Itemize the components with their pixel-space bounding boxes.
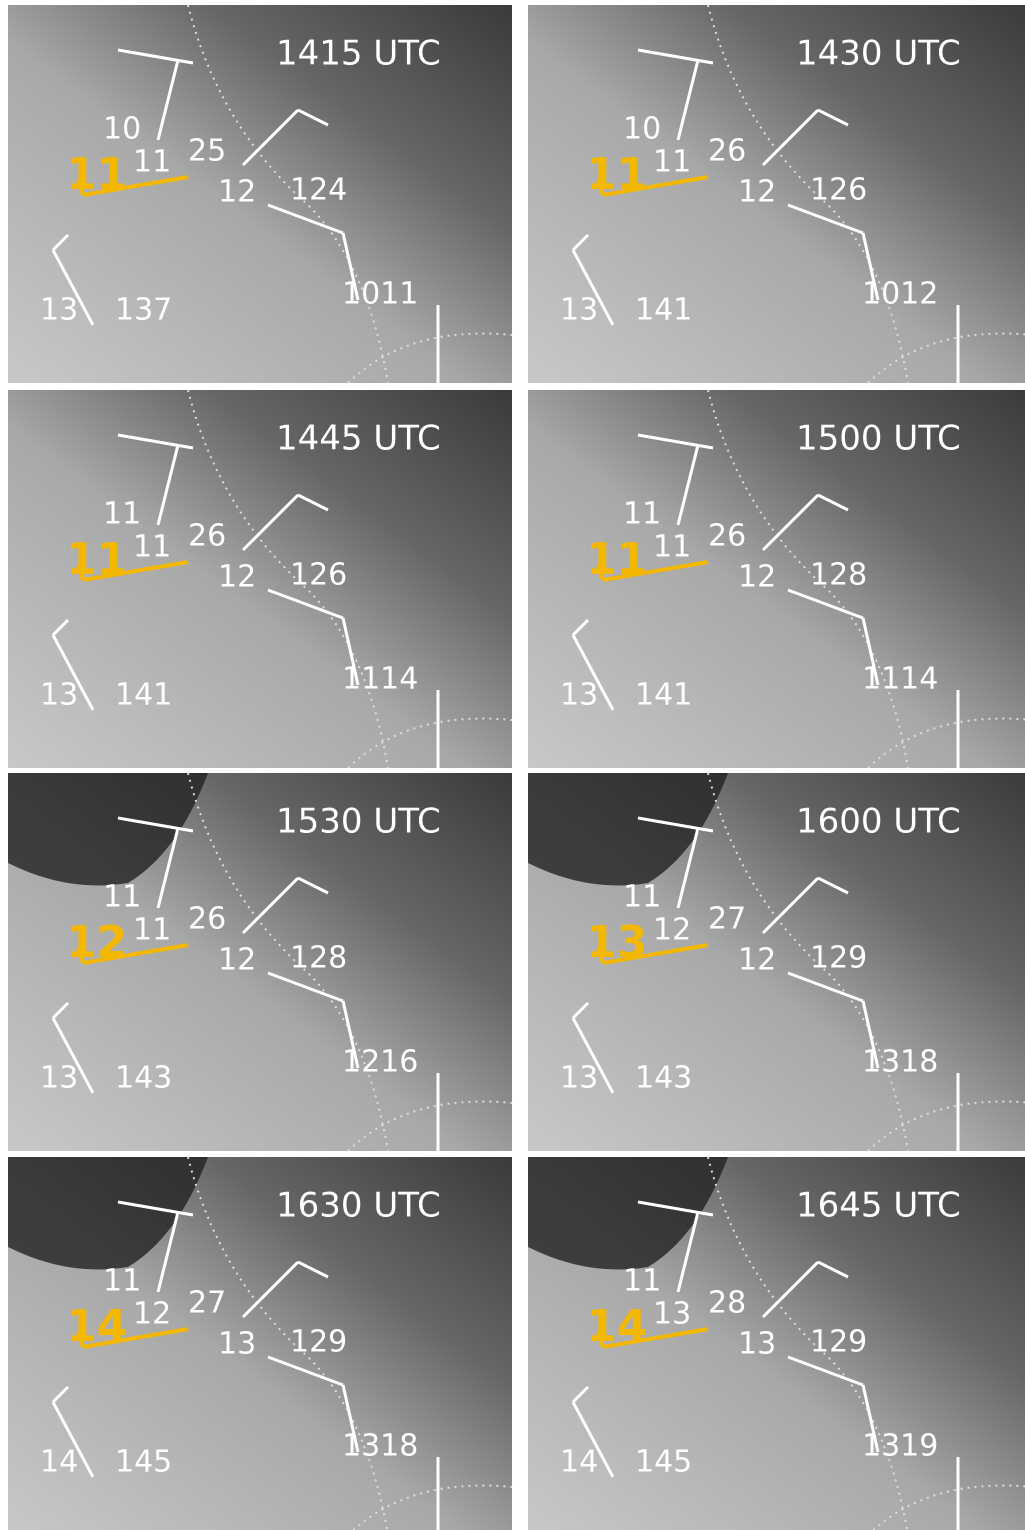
- station-value: 11: [653, 145, 691, 180]
- station-value: 11: [133, 145, 171, 180]
- station-value: 12: [653, 913, 691, 948]
- station-value: 13: [40, 1061, 78, 1096]
- station-value: 26: [708, 134, 746, 169]
- station-value: 11: [623, 880, 661, 915]
- station-value: 11: [103, 880, 141, 915]
- station-value: 10: [103, 112, 141, 147]
- highlight-value: 11: [586, 534, 647, 585]
- station-value: 129: [290, 1325, 347, 1360]
- station-value: 1114: [862, 662, 938, 697]
- time-label: 1445 UTC: [276, 419, 441, 459]
- station-value: 1114: [342, 662, 418, 697]
- station-value: 12: [738, 943, 776, 978]
- station-value: 1318: [862, 1045, 938, 1080]
- highlight-value: 11: [586, 149, 647, 200]
- station-value: 11: [103, 1264, 141, 1299]
- time-label: 1430 UTC: [796, 34, 961, 74]
- station-value: 26: [708, 519, 746, 554]
- station-value: 137: [115, 293, 172, 328]
- station-value: 128: [290, 941, 347, 976]
- station-value: 11: [133, 530, 171, 565]
- station-value: 1216: [342, 1045, 418, 1080]
- station-value: 13: [653, 1297, 691, 1332]
- station-value: 126: [810, 173, 867, 208]
- highlight-value: 11: [66, 149, 127, 200]
- station-value: 12: [738, 560, 776, 595]
- station-value: 13: [560, 1061, 598, 1096]
- station-value: 11: [133, 913, 171, 948]
- station-value: 11: [623, 497, 661, 532]
- highlight-value: 11: [66, 534, 127, 585]
- station-value: 12: [133, 1297, 171, 1332]
- station-value: 14: [560, 1445, 598, 1480]
- highlight-value: 13: [586, 917, 647, 968]
- highlight-value: 14: [66, 1301, 127, 1352]
- time-label: 1600 UTC: [796, 802, 961, 842]
- station-value: 27: [188, 1286, 226, 1321]
- station-value: 141: [115, 678, 172, 713]
- station-value: 11: [623, 1264, 661, 1299]
- station-value: 14: [40, 1445, 78, 1480]
- station-value: 129: [810, 941, 867, 976]
- station-value: 126: [290, 558, 347, 593]
- station-value: 12: [218, 175, 256, 210]
- station-value: 26: [188, 519, 226, 554]
- station-value: 13: [738, 1327, 776, 1362]
- station-value: 13: [560, 678, 598, 713]
- station-value: 10: [623, 112, 661, 147]
- station-value: 141: [635, 293, 692, 328]
- station-value: 12: [218, 560, 256, 595]
- station-value: 141: [635, 678, 692, 713]
- station-value: 143: [635, 1061, 692, 1096]
- station-value: 13: [218, 1327, 256, 1362]
- station-value: 1012: [862, 277, 938, 312]
- figure: 1415 UTC11101125121241313710111430 UTC11…: [0, 0, 1025, 1530]
- station-value: 145: [635, 1445, 692, 1480]
- station-value: 1319: [862, 1429, 938, 1464]
- highlight-value: 14: [586, 1301, 647, 1352]
- station-value: 1318: [342, 1429, 418, 1464]
- highlight-value: 12: [66, 917, 127, 968]
- station-value: 25: [188, 134, 226, 169]
- station-value: 13: [40, 293, 78, 328]
- station-value: 11: [653, 530, 691, 565]
- station-value: 27: [708, 902, 746, 937]
- station-value: 129: [810, 1325, 867, 1360]
- time-label: 1530 UTC: [276, 802, 441, 842]
- station-value: 128: [810, 558, 867, 593]
- station-value: 11: [103, 497, 141, 532]
- station-value: 13: [560, 293, 598, 328]
- station-value: 1011: [342, 277, 418, 312]
- station-value: 12: [738, 175, 776, 210]
- station-value: 143: [115, 1061, 172, 1096]
- time-label: 1630 UTC: [276, 1186, 441, 1226]
- time-label: 1500 UTC: [796, 419, 961, 459]
- station-value: 13: [40, 678, 78, 713]
- time-label: 1415 UTC: [276, 34, 441, 74]
- time-label: 1645 UTC: [796, 1186, 961, 1226]
- station-value: 26: [188, 902, 226, 937]
- station-value: 12: [218, 943, 256, 978]
- station-value: 28: [708, 1286, 746, 1321]
- station-value: 145: [115, 1445, 172, 1480]
- station-value: 124: [290, 173, 347, 208]
